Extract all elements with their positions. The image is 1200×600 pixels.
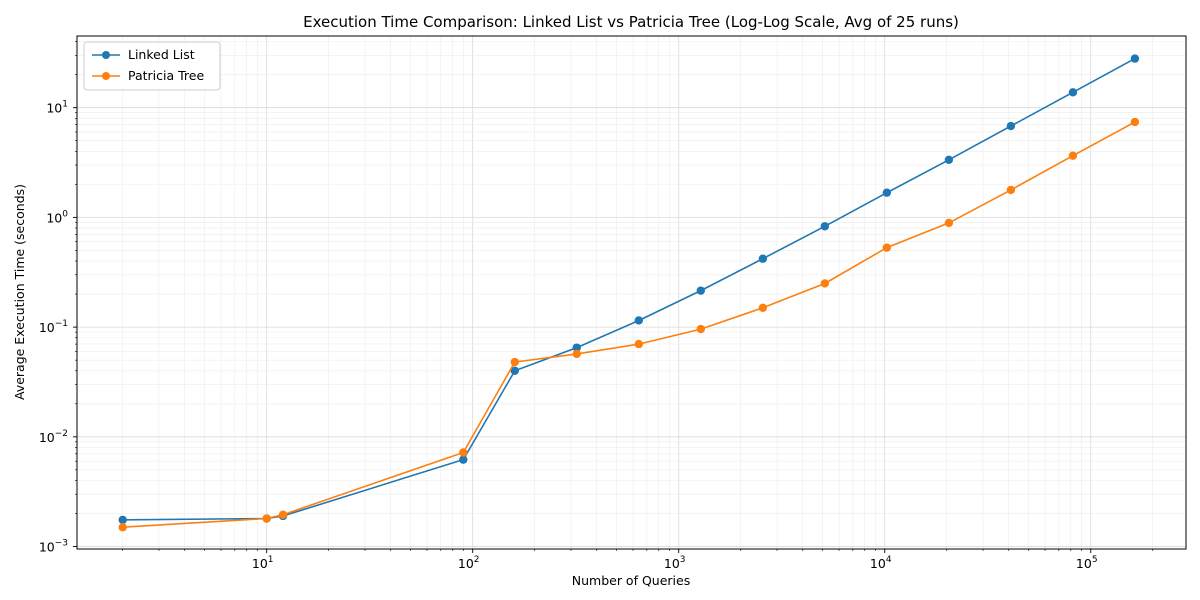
- y-tick-label: 101: [46, 100, 68, 116]
- legend-label-linked-list: Linked List: [128, 47, 195, 62]
- data-point-linked-list: [1068, 88, 1078, 97]
- data-point-linked-list: [1006, 121, 1016, 131]
- data-point-patricia-tree: [572, 349, 581, 359]
- legend: Linked List Patricia Tree: [83, 41, 221, 91]
- y-tick-label: 10−3: [39, 539, 68, 555]
- plot-frame: [76, 35, 1187, 550]
- data-point-linked-list: [118, 515, 127, 525]
- grid: [77, 36, 1186, 549]
- data-point-patricia-tree: [944, 218, 954, 228]
- series-group: [118, 54, 1140, 532]
- data-point-patricia-tree: [882, 243, 892, 252]
- data-point-patricia-tree: [1130, 117, 1140, 127]
- legend-marker-linked-list: [102, 51, 110, 59]
- data-point-patricia-tree: [1068, 151, 1078, 160]
- legend-marker-patricia-tree: [102, 72, 110, 80]
- data-point-patricia-tree: [758, 303, 768, 312]
- x-tick-label: 102: [458, 555, 480, 571]
- data-point-linked-list: [944, 155, 954, 164]
- data-point-linked-list: [510, 366, 519, 375]
- y-axis-label: Average Execution Time (seconds): [12, 184, 27, 400]
- data-point-linked-list: [820, 222, 830, 231]
- data-point-patricia-tree: [696, 324, 706, 334]
- data-point-linked-list: [696, 286, 706, 295]
- legend-label-patricia-tree: Patricia Tree: [128, 68, 204, 83]
- legend-box: [83, 41, 221, 91]
- data-point-patricia-tree: [278, 510, 288, 519]
- data-point-patricia-tree: [634, 339, 643, 349]
- data-point-patricia-tree: [262, 514, 271, 523]
- data-point-linked-list: [572, 343, 581, 352]
- y-tick-label: 100: [46, 209, 68, 225]
- x-tick-label: 104: [870, 555, 892, 571]
- y-tick-label: 10−1: [39, 319, 68, 335]
- axis-ticks: 101 102 103 104 105 10−3 10−2 10−1 100 101: [39, 41, 1154, 571]
- data-point-patricia-tree: [459, 448, 468, 457]
- chart-title: Execution Time Comparison: Linked List v…: [303, 13, 959, 31]
- x-axis-label: Number of Queries: [572, 573, 690, 588]
- x-tick-label: 101: [252, 555, 274, 571]
- data-point-linked-list: [459, 455, 468, 464]
- data-point-linked-list: [882, 188, 892, 197]
- data-point-patricia-tree: [118, 523, 127, 532]
- data-point-patricia-tree: [820, 279, 830, 288]
- data-point-patricia-tree: [1006, 185, 1016, 195]
- data-point-linked-list: [634, 316, 643, 325]
- data-point-linked-list: [1130, 54, 1140, 63]
- y-tick-label: 10−2: [39, 429, 68, 445]
- data-point-linked-list: [758, 254, 768, 263]
- data-point-patricia-tree: [510, 357, 519, 367]
- x-tick-label: 105: [1076, 555, 1098, 571]
- x-tick-label: 103: [664, 555, 686, 571]
